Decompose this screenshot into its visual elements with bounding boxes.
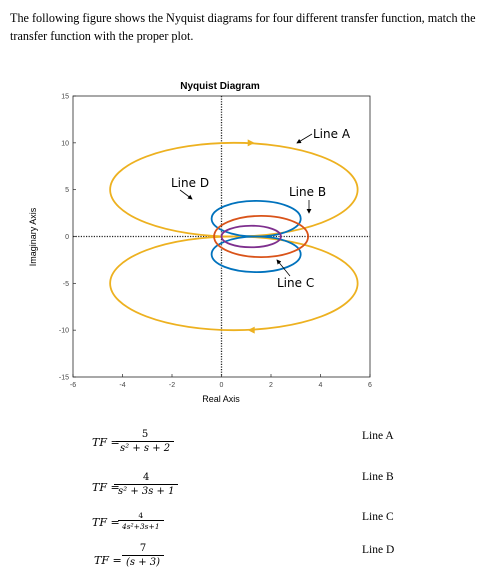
y-tick-label: 15 [61, 94, 69, 101]
y-axis-label: Imaginary Axis [28, 207, 38, 266]
tf-3-denominator: 4s²+3s+1 [118, 520, 164, 531]
tf-1-prefix: TF = [92, 436, 120, 449]
x-tick-label: 2 [269, 382, 273, 389]
question-text: The following figure shows the Nyquist d… [10, 11, 476, 43]
tf-1-denominator: s² + s + 2 [116, 441, 175, 455]
tf-2-denominator: s² + 3s + 1 [114, 484, 179, 498]
line-a-annotation-arrow [296, 133, 313, 144]
tf-1-numerator: 5 [141, 429, 149, 440]
line-c-annotation-arrow [276, 259, 291, 277]
tf-3-numerator: 4 [138, 511, 144, 520]
x-tick-label: -2 [169, 382, 175, 389]
x-tick-label: 0 [220, 382, 224, 389]
line-c-curve [220, 224, 282, 249]
y-tick-label: 10 [61, 140, 69, 147]
x-tick-label: 4 [319, 382, 323, 389]
tf-4-prefix: TF = [94, 554, 122, 567]
tf-2-numerator: 4 [143, 472, 150, 483]
line-b-annotation-label: Line B [289, 185, 326, 199]
tf-3-prefix: TF = [92, 516, 120, 529]
x-axis-label: Real Axis [202, 394, 240, 404]
answer-option-a: Line A [362, 430, 394, 442]
answer-option-c: Line C [362, 511, 394, 523]
tf-2-prefix: TF = [92, 481, 120, 494]
x-tick-label: -4 [119, 382, 125, 389]
line-a-arrow-top [247, 139, 255, 147]
tf-3-fraction: 4 4s²+3s+1 [118, 511, 164, 531]
chart-title: Nyquist Diagram [180, 81, 260, 92]
tf-4-numerator: 7 [139, 543, 147, 554]
line-d-lower [210, 235, 302, 273]
line-a-arrow-bottom [247, 326, 255, 334]
tf-4-fraction: 7 (s + 3) [122, 543, 165, 569]
x-tick-label: 6 [368, 382, 372, 389]
y-tick-label: -5 [63, 281, 69, 288]
line-d-annotation-arrow [179, 189, 193, 200]
tf-2-fraction: 4 s² + 3s + 1 [114, 472, 179, 498]
line-a-lower [109, 235, 359, 332]
answer-option-d: Line D [362, 544, 395, 556]
y-tick-label: 5 [65, 187, 69, 194]
line-a-annotation-label: Line A [313, 127, 351, 141]
answer-option-b: Line B [362, 471, 394, 483]
y-tick-label: -15 [59, 375, 69, 382]
line-c-annotation-label: Line C [277, 276, 314, 290]
x-tick-label: -6 [70, 382, 76, 389]
line-d-annotation-label: Line D [171, 176, 209, 190]
y-tick-label: -10 [59, 328, 69, 335]
tf-4-denominator: (s + 3) [122, 555, 165, 569]
line-b-curve [213, 214, 310, 259]
tf-1-fraction: 5 s² + s + 2 [116, 429, 175, 455]
y-tick-label: 0 [65, 234, 69, 241]
